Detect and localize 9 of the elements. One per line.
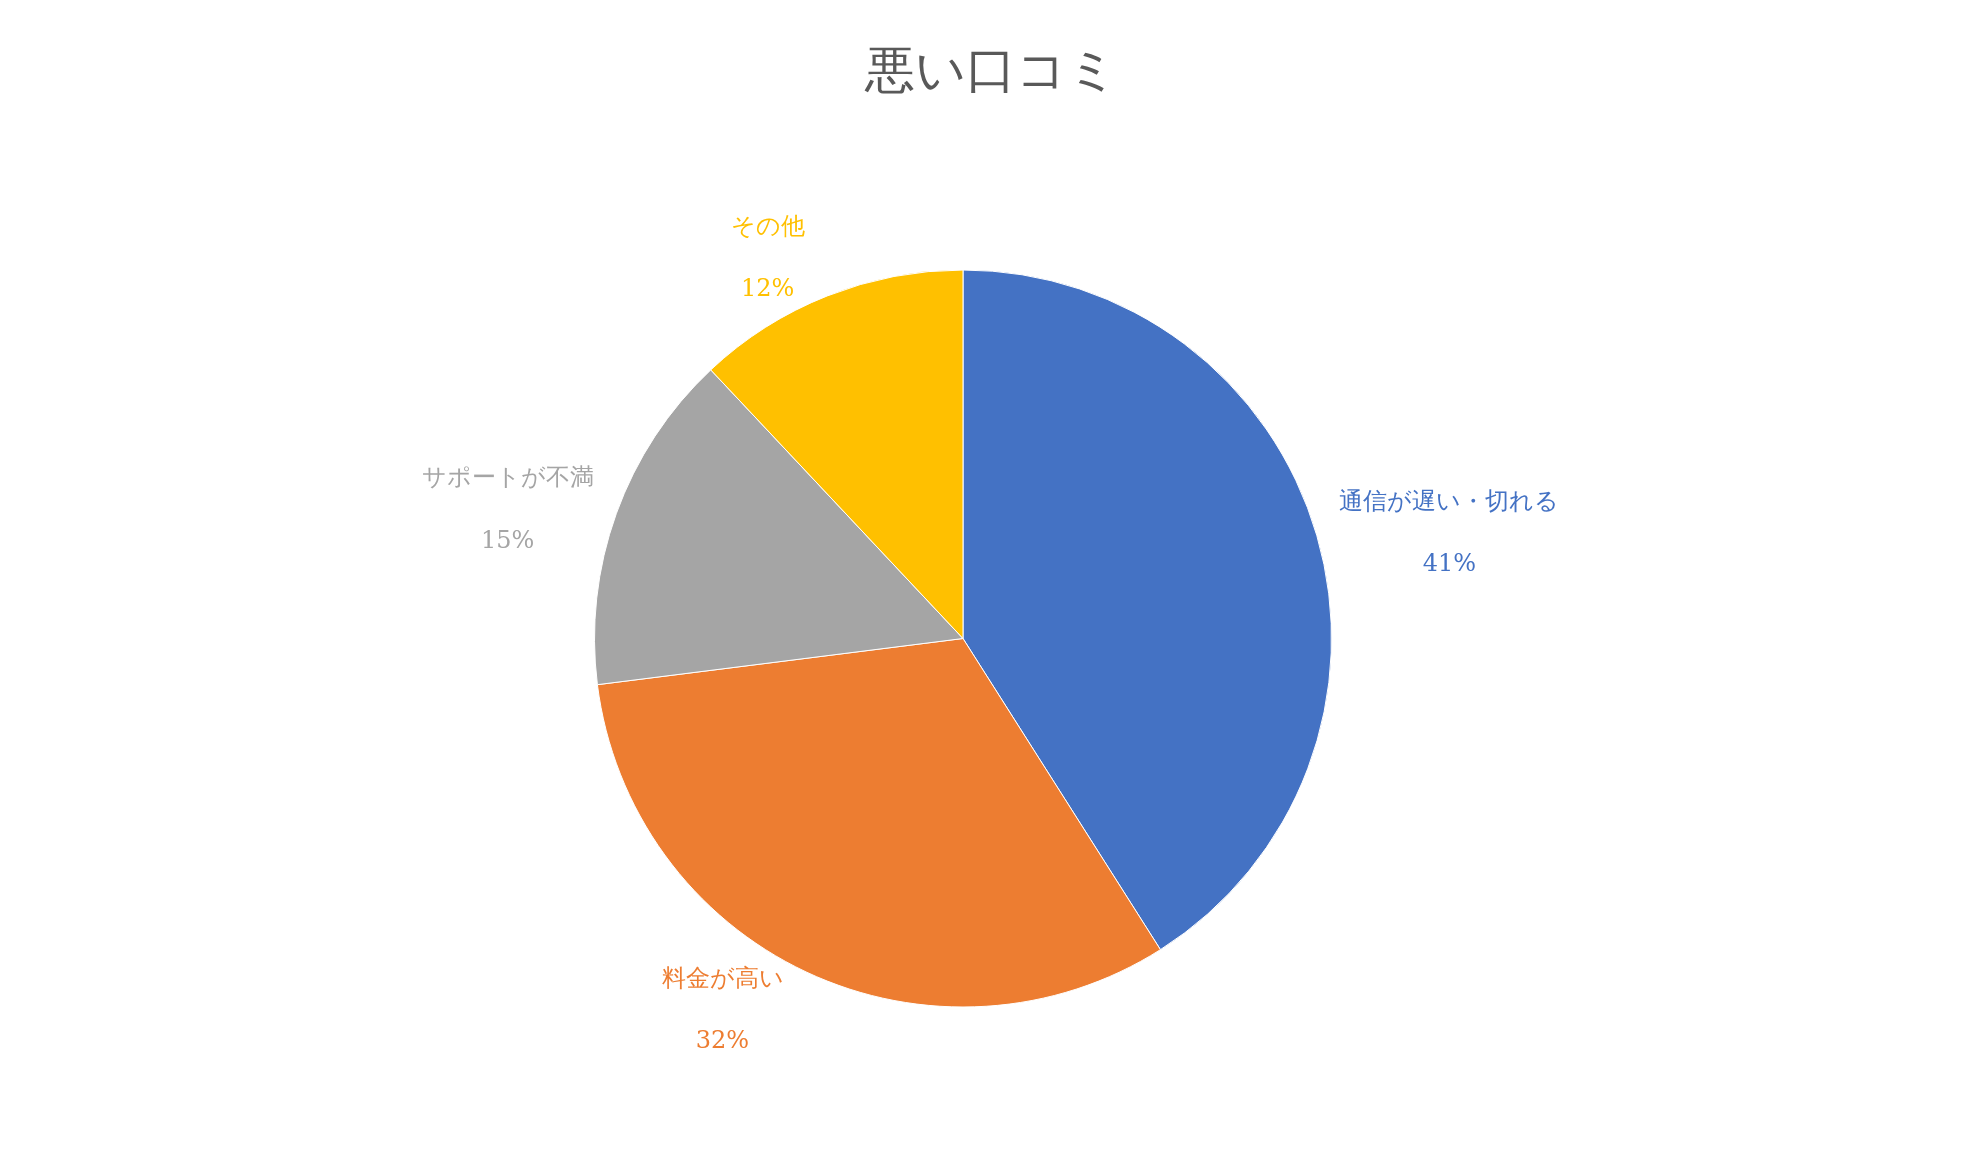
slice-label: その他 — [730, 211, 805, 240]
data-label: 15% — [481, 525, 535, 554]
chart-title: 悪い口コミ — [863, 41, 1118, 100]
slice-label: 通信が遅い・切れる — [1339, 486, 1560, 515]
data-label: 32% — [695, 1026, 750, 1055]
data-label: 41% — [1422, 549, 1477, 578]
slice-label: 料金が高い — [661, 963, 784, 992]
slice-label: サポートが不満 — [421, 463, 594, 492]
data-label: 12% — [741, 274, 795, 302]
